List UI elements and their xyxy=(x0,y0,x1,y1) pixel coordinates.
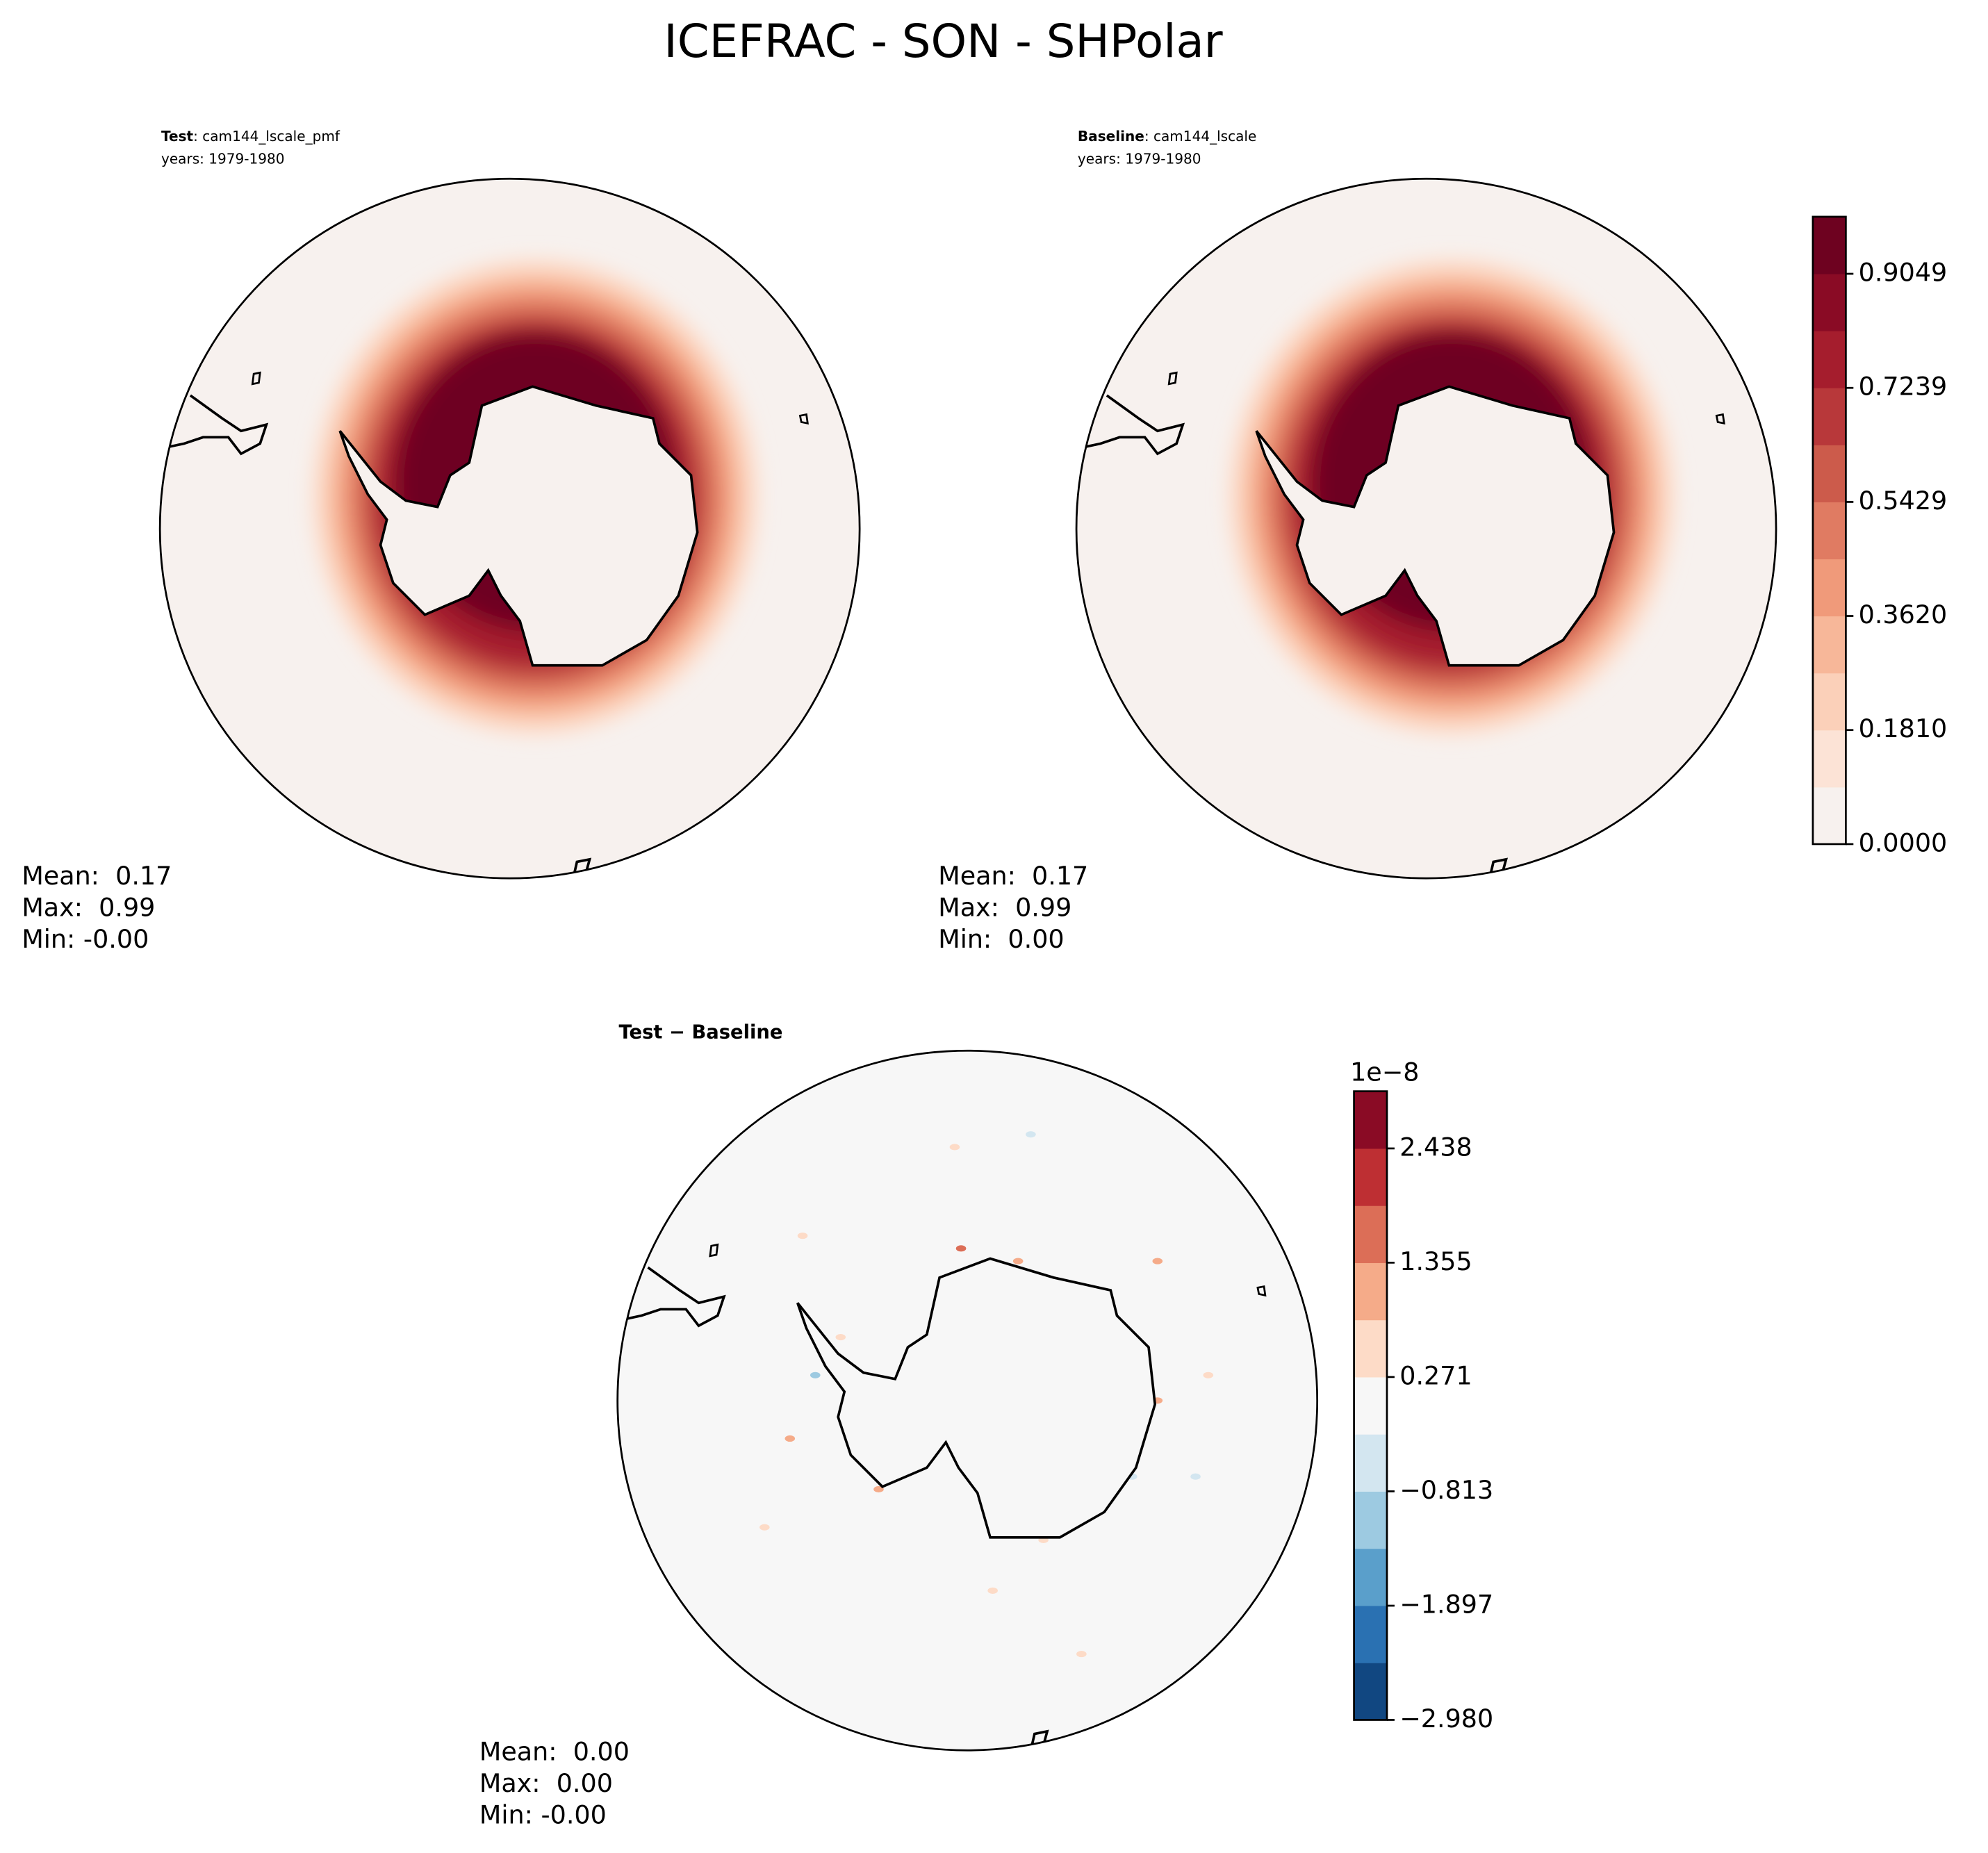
panel-stat: Min: -0.00 xyxy=(479,1800,607,1830)
colorbar-band xyxy=(1812,673,1846,731)
map-boundary xyxy=(1075,177,1777,880)
colorbar-band xyxy=(1812,730,1846,788)
island xyxy=(709,1243,719,1258)
panel-label-name: Test − Baseline xyxy=(619,1021,783,1043)
antarctica xyxy=(1255,385,1616,667)
colorbar-band xyxy=(1812,559,1846,617)
colorbar-tick-label: 0.9049 xyxy=(1859,258,1948,288)
colorbar-band xyxy=(1354,1605,1388,1663)
colorbar-frame xyxy=(1353,1090,1388,1721)
colorbar-tick-label: −0.813 xyxy=(1399,1475,1493,1505)
colorbar-tick-label: 2.438 xyxy=(1399,1132,1472,1162)
south-america xyxy=(617,1266,726,1328)
colorbar-band xyxy=(1354,1376,1388,1435)
colorbar-band xyxy=(1354,1319,1388,1378)
antarctica xyxy=(796,1257,1157,1539)
colorbar-band xyxy=(1812,502,1846,560)
map-boundary xyxy=(616,1049,1319,1752)
panel-label: Test: cam144_lscale_pmf xyxy=(161,128,340,145)
colorbar-band xyxy=(1354,1091,1388,1149)
colorbar-band xyxy=(1354,1205,1388,1263)
figure-title: ICEFRAC - SON - SHPolar xyxy=(664,15,1222,68)
panel-stat: Mean: 0.17 xyxy=(22,861,172,891)
island xyxy=(1715,413,1725,425)
colorbar-tick-label: 0.271 xyxy=(1399,1360,1472,1390)
colorbar-tick-label: 0.7239 xyxy=(1859,372,1948,402)
colorbar-tick-label: 1.355 xyxy=(1399,1246,1472,1276)
panel-stat: Mean: 0.17 xyxy=(938,861,1088,891)
colorbar-band xyxy=(1354,1491,1388,1549)
colorbar-tick-label: −2.980 xyxy=(1399,1704,1493,1733)
panel-label: Test − Baseline xyxy=(619,1021,783,1043)
difference-spot xyxy=(1203,1372,1214,1378)
colorbar-tick-label: 0.1810 xyxy=(1859,714,1948,743)
difference-spot xyxy=(759,1524,770,1531)
difference-spot xyxy=(784,1435,796,1442)
map xyxy=(160,179,860,879)
south-america xyxy=(1076,394,1185,456)
colorbar-band xyxy=(1812,616,1846,674)
panel-label-name: Test xyxy=(161,128,194,145)
panel-stat: Max: 0.99 xyxy=(938,892,1071,922)
difference-spot xyxy=(1076,1651,1087,1658)
colorbar-band xyxy=(1812,445,1846,502)
colorbar-band xyxy=(1812,388,1846,445)
colorbar-band xyxy=(1812,331,1846,388)
difference-spot xyxy=(835,1333,846,1341)
difference-spot xyxy=(1190,1473,1201,1480)
colorbar-band xyxy=(1812,274,1846,331)
colorbar-band xyxy=(1354,1663,1388,1721)
panel-stat: Max: 0.00 xyxy=(479,1768,613,1798)
panel-years: years: 1979-1980 xyxy=(161,150,285,167)
panel-years: years: 1979-1980 xyxy=(1078,150,1201,167)
antarctica xyxy=(338,385,699,667)
colorbar-frame xyxy=(1812,215,1847,846)
colorbar-tick-label: 0.3620 xyxy=(1859,600,1948,629)
island xyxy=(1167,371,1178,386)
colorbar-tick-label: 0.5429 xyxy=(1859,486,1948,516)
colorbar-band xyxy=(1812,787,1846,845)
panel-stat: Max: 0.99 xyxy=(22,892,155,922)
island xyxy=(798,413,809,425)
map xyxy=(617,1051,1317,1751)
south-america xyxy=(160,394,269,456)
colorbar-band xyxy=(1354,1262,1388,1321)
panel-stat: Mean: 0.00 xyxy=(479,1736,630,1766)
panel-label: Baseline: cam144_lscale xyxy=(1078,128,1256,145)
difference-spot xyxy=(1152,1258,1163,1265)
difference-spot xyxy=(873,1485,884,1493)
map-boundary xyxy=(158,177,861,880)
colorbar-band xyxy=(1812,216,1846,274)
difference-spot xyxy=(810,1372,821,1378)
map xyxy=(1076,179,1777,879)
panel-stat: Min: 0.00 xyxy=(938,924,1064,954)
colorbar-band xyxy=(1354,1434,1388,1492)
colorbar-tick-label: −1.897 xyxy=(1399,1590,1493,1620)
colorbar-offset: 1e−8 xyxy=(1350,1057,1419,1087)
colorbar-band xyxy=(1354,1148,1388,1206)
difference-spot xyxy=(1012,1258,1024,1265)
difference-spot xyxy=(1026,1131,1036,1138)
panel-stat: Min: -0.00 xyxy=(22,924,149,954)
panel-label-name: Baseline xyxy=(1078,128,1144,145)
difference-spot xyxy=(949,1144,960,1151)
panel-case: : cam144_lscale_pmf xyxy=(193,128,340,145)
island xyxy=(251,371,261,386)
island xyxy=(1256,1285,1267,1297)
panel-case: : cam144_lscale xyxy=(1144,128,1256,145)
colorbar-tick-label: 0.0000 xyxy=(1859,827,1948,857)
difference-spot xyxy=(955,1245,967,1252)
difference-spot xyxy=(797,1233,808,1240)
colorbar-band xyxy=(1354,1548,1388,1606)
difference-spot xyxy=(987,1587,998,1594)
